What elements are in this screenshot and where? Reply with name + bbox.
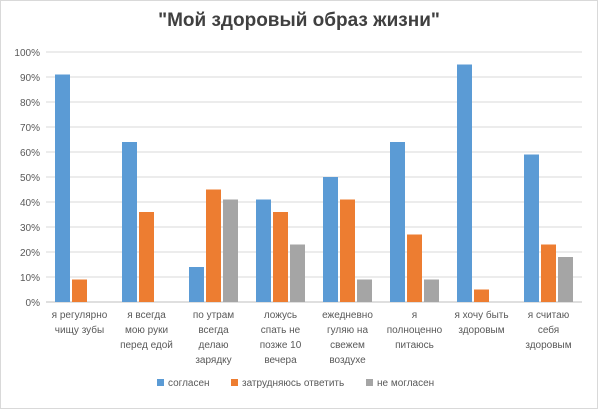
y-tick-label: 10%	[20, 273, 40, 284]
bar	[189, 267, 204, 302]
y-tick-label: 30%	[20, 223, 40, 234]
x-tick-label: я хочу быть здоровым	[454, 309, 508, 336]
bar	[524, 154, 539, 302]
legend-swatch	[157, 379, 164, 386]
x-tick-label: ложусь спать не позже 10 вечера	[260, 310, 302, 366]
bar	[407, 234, 422, 302]
y-tick-label: 60%	[20, 148, 40, 159]
bar	[357, 279, 372, 302]
bar	[55, 74, 70, 302]
bar	[206, 189, 221, 302]
y-tick-label: 70%	[20, 123, 40, 134]
y-tick-label: 80%	[20, 98, 40, 109]
legend-label: согласен	[168, 378, 210, 389]
bar	[340, 199, 355, 302]
y-tick-label: 50%	[20, 173, 40, 184]
x-tick-label: я всегда мою руки перед едой	[120, 310, 173, 351]
x-tick-label: по утрам всегда делаю зарядку	[193, 310, 234, 366]
x-tick-label: я считаю себя здоровым	[525, 310, 571, 351]
bar	[256, 199, 271, 302]
bar	[323, 177, 338, 302]
x-tick-label: я полноценно питаюсь	[387, 310, 443, 351]
x-tick-label: ежедневно гуляю на свежем воздухе	[322, 310, 373, 366]
bar	[457, 64, 472, 302]
legend-label: затрудняюсь ответить	[242, 378, 344, 389]
y-tick-label: 0%	[26, 298, 41, 309]
bar	[390, 142, 405, 302]
y-tick-label: 90%	[20, 73, 40, 84]
bar	[474, 289, 489, 302]
legend-label: не могласен	[377, 378, 434, 389]
y-tick-label: 20%	[20, 248, 40, 259]
legend: согласен затрудняюсь ответить не могласен	[157, 378, 434, 389]
bar	[541, 244, 556, 302]
bar	[72, 279, 87, 302]
bar	[424, 279, 439, 302]
y-axis-labels: 0% 10% 20% 30% 40% 50% 60% 70% 80% 90% 100%	[14, 48, 40, 309]
chart-title: "Мой здоровый образ жизни"	[158, 10, 440, 31]
bar	[290, 244, 305, 302]
bar	[223, 199, 238, 302]
bars	[55, 64, 573, 302]
x-axis-labels: я регулярно чищу зубы я всегда мою руки пере…	[52, 309, 572, 366]
bar	[558, 257, 573, 302]
x-tick-label: я регулярно чищу зубы	[52, 310, 108, 336]
bar	[122, 142, 137, 302]
y-tick-label: 40%	[20, 198, 40, 209]
legend-swatch	[231, 379, 238, 386]
bar	[139, 212, 154, 302]
y-tick-label: 100%	[14, 48, 40, 59]
bar	[273, 212, 288, 302]
legend-swatch	[366, 379, 373, 386]
